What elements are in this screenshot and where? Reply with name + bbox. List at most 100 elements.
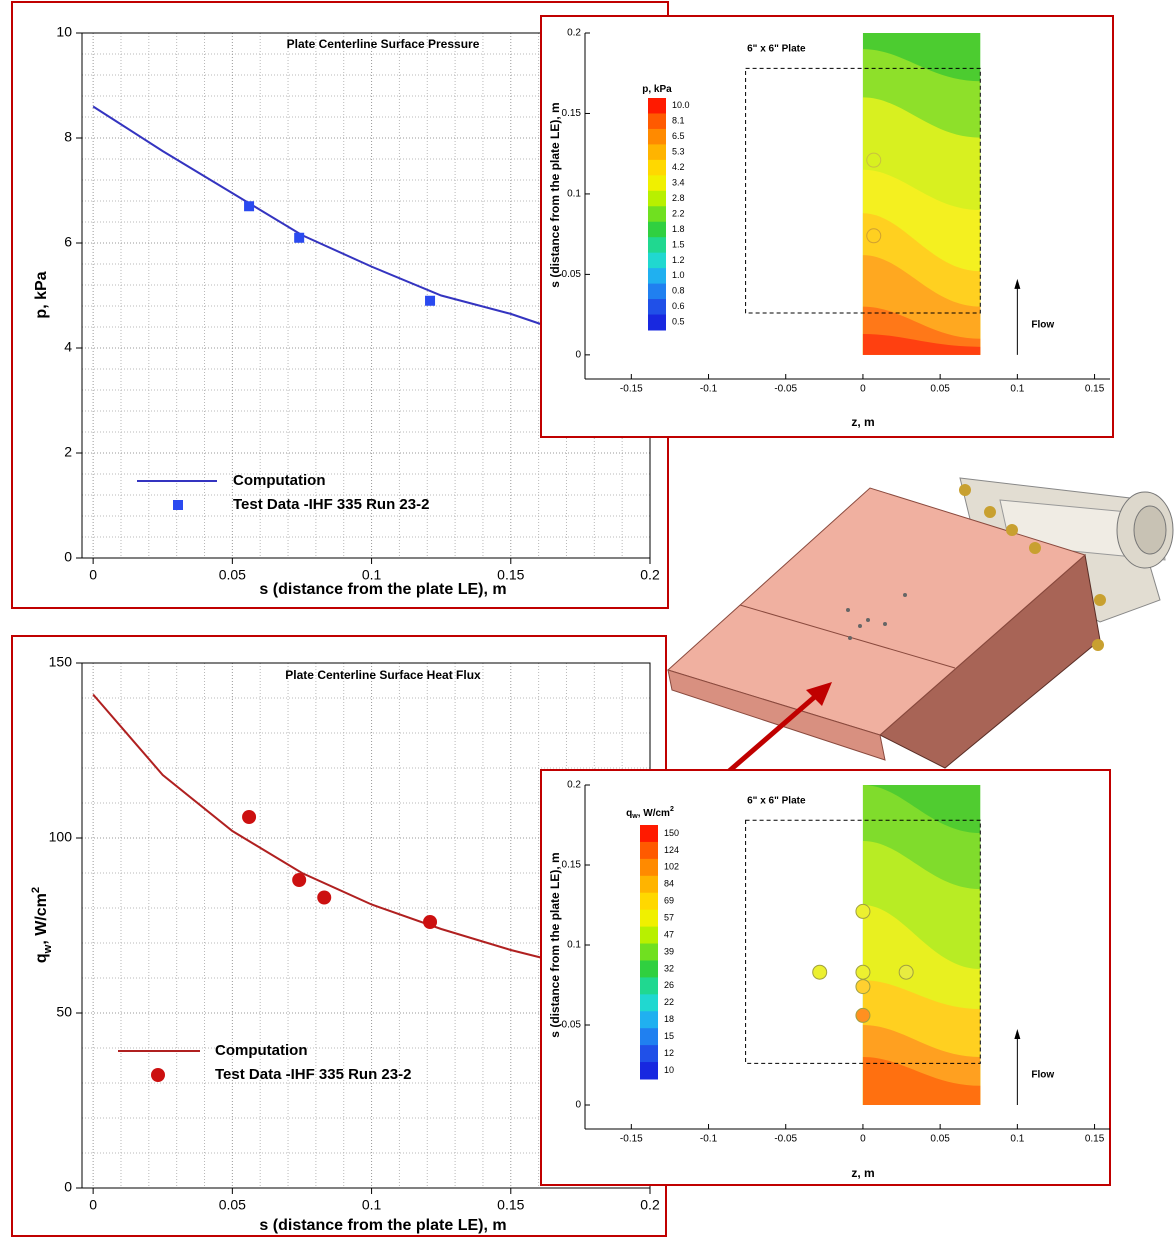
data-point [423,915,437,929]
x-axis-label: s (distance from the plate LE), m [259,581,506,598]
data-point [242,810,256,824]
x-tick-label: 0 [89,1197,97,1213]
y-axis-label: s (distance from the plate LE), m [548,852,562,1037]
measurement-point [856,1008,870,1022]
x-tick-label: 0.05 [930,1134,950,1145]
data-point [294,233,304,243]
label-part: p, kPa [33,271,50,318]
colorbar-swatch [640,977,658,994]
y-axis-label: s (distance from the plate LE), m [548,102,562,287]
label-part: w [42,944,54,954]
colorbar-swatch [648,206,666,222]
colorbar-swatch [648,98,666,114]
measurement-point [856,904,870,918]
legend-marker [151,1068,165,1082]
y-tick-label: 0.1 [567,189,581,200]
colorbar-label: 2.8 [672,193,685,203]
x-tick-label: -0.1 [700,384,718,395]
colorbar-label: 5.3 [672,147,685,157]
x-tick-label: -0.05 [774,1134,797,1145]
colorbar-label: 0.6 [672,301,685,311]
colorbar-swatch [648,191,666,207]
colorbar-swatch [640,1011,658,1028]
x-tick-label: 0.05 [219,567,246,583]
colorbar-swatch [648,175,666,191]
y-tick-label: 0.2 [567,28,581,39]
chart-title: Plate Centerline Surface Heat Flux [285,668,481,682]
colorbar-label: 0.5 [672,317,685,327]
measurement-point [856,980,870,994]
colorbar-swatch [640,927,658,944]
colorbar-swatch [640,1062,658,1079]
y-axis-label: p, kPa [33,271,50,318]
y-tick-label: 50 [56,1004,72,1020]
x-tick-label: 0.15 [1085,1134,1105,1145]
x-tick-label: 0.15 [1085,384,1105,395]
colorbar-swatch [640,994,658,1011]
panel [541,16,1113,437]
label-part: 2 [670,806,674,813]
y-tick-label: 0.15 [562,108,582,119]
colorbar-swatch [648,129,666,145]
colorbar-swatch [648,144,666,160]
plate-label: 6" x 6" Plate [747,796,806,807]
x-tick-label: 0.15 [497,1197,524,1213]
label-part: , W/cm [33,893,50,945]
colorbar-label: 8.1 [672,116,685,126]
label-part: 2 [30,887,42,893]
colorbar-title: p, kPa [642,84,672,95]
y-tick-label: 8 [64,129,72,145]
x-tick-label: -0.05 [774,384,797,395]
y-tick-label: 2 [64,444,72,460]
x-tick-label: 0.2 [640,567,660,583]
colorbar-label: 84 [664,879,674,889]
colorbar-label: 57 [664,913,674,923]
page: {"chart_data": [ {"type": "line", "title… [0,0,1175,1243]
y-tick-label: 0 [64,1179,72,1195]
plate-label: 6" x 6" Plate [747,44,806,55]
colorbar-label: 1.5 [672,239,685,249]
colorbar-swatch [640,944,658,961]
colorbar-swatch [640,960,658,977]
x-tick-label: 0.1 [362,1197,382,1213]
measurement-point [856,965,870,979]
y-tick-label: 0.05 [562,1020,582,1031]
colorbar-swatch [648,113,666,129]
legend-label: Test Data -IHF 335 Run 23-2 [215,1066,411,1083]
y-tick-label: 10 [56,24,72,40]
x-tick-label: 0.1 [1010,1134,1024,1145]
colorbar-label: 1.2 [672,255,685,265]
y-tick-label: 100 [49,829,73,845]
x-axis-label: z, m [851,1166,874,1180]
colorbar-swatch [640,893,658,910]
colorbar-swatch [640,842,658,859]
colorbar-swatch [640,1028,658,1045]
colorbar-label: 1.8 [672,224,685,234]
x-tick-label: 0.05 [219,1197,246,1213]
legend-marker [173,500,183,510]
data-point [244,201,254,211]
colorbar-label: 10 [664,1065,674,1075]
data-point [292,873,306,887]
legend-label: Test Data -IHF 335 Run 23-2 [233,496,429,513]
flow-label: Flow [1031,320,1054,331]
label-part: p, kPa [642,84,672,95]
label-part: , W/cm [638,808,670,819]
colorbar-label: 3.4 [672,177,685,187]
colorbar-swatch [648,268,666,284]
y-tick-label: 0 [64,549,72,565]
flow-label: Flow [1031,1070,1054,1081]
x-tick-label: 0 [860,384,866,395]
colorbar-label: 12 [664,1048,674,1058]
x-tick-label: -0.15 [620,1134,643,1145]
y-tick-label: 0 [575,350,581,361]
colorbar-label: 150 [664,828,679,838]
legend-label: Computation [233,472,325,489]
colorbar-label: 6.5 [672,131,685,141]
colorbar-swatch [648,160,666,176]
y-tick-label: 150 [49,654,73,670]
x-tick-label: -0.1 [700,1134,718,1145]
legend-label: Computation [215,1042,307,1059]
y-tick-label: 0.05 [562,269,582,280]
colorbar-swatch [648,299,666,315]
